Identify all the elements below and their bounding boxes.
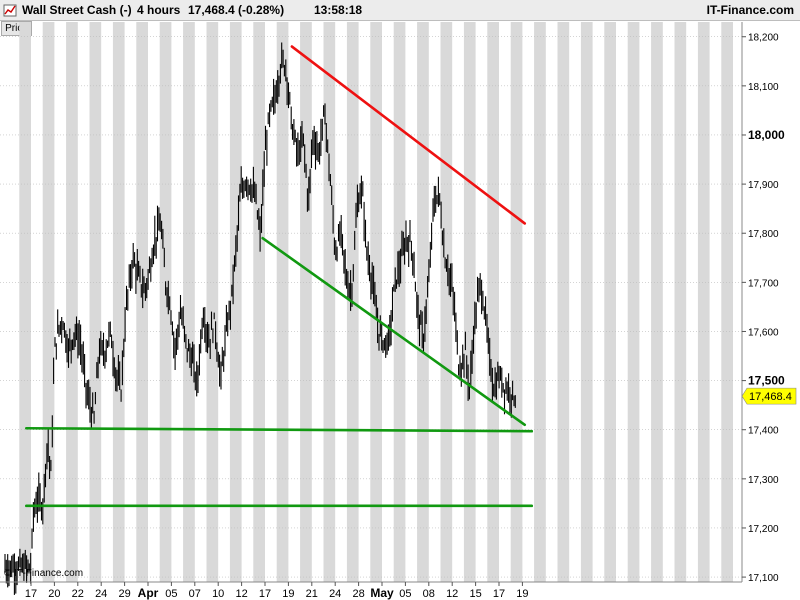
x-tick-label: 20: [48, 588, 60, 600]
copyright-label: © IT-Finance.com: [4, 568, 84, 579]
session-band: [651, 22, 663, 582]
session-band: [534, 22, 546, 582]
x-tick-label: 24: [329, 588, 341, 600]
session-band: [580, 22, 593, 582]
y-tick-label: 18,200: [748, 33, 779, 44]
session-band: [253, 22, 265, 582]
session-band: [112, 22, 125, 582]
y-tick-label: 17,800: [748, 229, 779, 240]
x-tick-label: 12: [235, 588, 247, 600]
y-tick-label: 18,100: [748, 82, 779, 93]
last-price-label: 17,468.4: [749, 391, 792, 403]
y-tick-label: 17,300: [748, 475, 779, 486]
x-tick-label: 24: [95, 588, 107, 600]
session-band: [183, 22, 195, 582]
y-tick-label: 17,700: [748, 278, 779, 289]
x-tick-label: 17: [25, 588, 37, 600]
session-band: [89, 22, 102, 582]
session-band: [440, 22, 453, 582]
brand-label: IT-Finance.com: [706, 3, 794, 17]
last-price-tag: [741, 387, 797, 405]
session-band: [276, 22, 289, 582]
y-tick-label: 17,900: [748, 180, 779, 191]
x-tick-label: 05: [399, 588, 411, 600]
x-tick-label: 29: [118, 588, 130, 600]
resistance-trendline[interactable]: [290, 45, 527, 225]
last-change: 17,468.4 (-0.28%): [188, 3, 285, 17]
session-band: [557, 22, 570, 582]
x-tick-label: 12: [446, 588, 458, 600]
y-tick-label: 17,100: [748, 573, 779, 584]
session-band: [159, 22, 172, 582]
x-tick-label: 05: [165, 588, 177, 600]
timeframe-label: 4 hours: [137, 3, 181, 17]
x-tick-label: Apr: [138, 586, 159, 600]
session-band: [674, 22, 687, 582]
session-band: [323, 22, 336, 582]
session-band: [300, 22, 312, 582]
session-band: [42, 22, 55, 582]
x-tick-label: 21: [306, 588, 318, 600]
y-tick-label: 18,000: [748, 128, 785, 142]
x-tick-label: 19: [516, 588, 528, 600]
x-tick-label: 17: [493, 588, 505, 600]
x-tick-label: 07: [189, 588, 201, 600]
session-band: [510, 22, 523, 582]
session-band: [393, 22, 406, 582]
x-tick-label: 15: [469, 588, 481, 600]
session-band: [206, 22, 219, 582]
session-band: [627, 22, 640, 582]
x-tick-label: 19: [282, 588, 294, 600]
session-band: [487, 22, 499, 582]
x-tick-label: 10: [212, 588, 224, 600]
time-label: 13:58:18: [314, 3, 363, 17]
chart-header: Wall Street Cash (-) 4 hours 17,468.4 (-…: [0, 0, 800, 21]
x-tick-label: 17: [259, 588, 271, 600]
session-band: [19, 22, 31, 582]
x-tick-label: May: [370, 586, 394, 600]
instrument-name: Wall Street Cash (-): [22, 3, 132, 17]
header-icon: [3, 3, 17, 19]
y-tick-label: 17,400: [748, 426, 779, 437]
x-tick-label: 22: [72, 588, 84, 600]
x-tick-label: 28: [352, 588, 364, 600]
session-band: [721, 22, 733, 582]
session-band: [463, 22, 476, 582]
session-band: [697, 22, 710, 582]
support-trendline[interactable]: [261, 236, 527, 427]
session-band: [66, 22, 78, 582]
y-tick-label: 17,600: [748, 327, 779, 338]
support-trendline[interactable]: [25, 426, 534, 433]
session-band: [417, 22, 429, 582]
y-tick-label: 17,500: [748, 374, 785, 388]
session-band: [229, 22, 242, 582]
session-band: [604, 22, 616, 582]
x-tick-label: 08: [423, 588, 435, 600]
y-tick-label: 17,200: [748, 524, 779, 535]
